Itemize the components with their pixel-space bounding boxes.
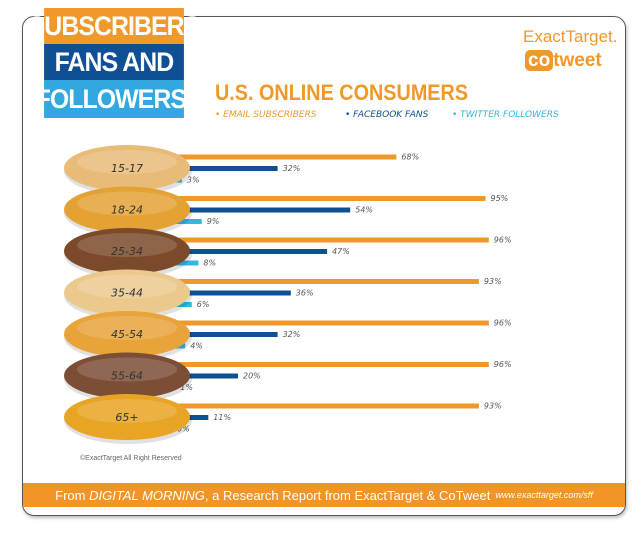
age-label: 25-34 [111,245,143,258]
value-label: 0% [177,425,190,434]
legend-twitter: • TWITTER FOLLOWERS [452,110,559,120]
bar-45-54-1 [172,332,278,337]
bar-65+-0 [172,403,479,409]
cotweet-co: co [525,50,554,71]
age-label: 35-44 [111,287,143,300]
bagel-highlight [77,357,177,382]
bar-45-54-0 [172,320,489,326]
value-label: 36% [296,289,314,298]
value-label: 93% [484,402,502,411]
bagel [64,145,190,191]
value-label: 96% [494,319,512,328]
value-label: 3% [187,176,200,185]
value-label: 93% [484,277,502,286]
value-label: 47% [332,247,350,256]
bar-65+-1 [172,415,209,420]
bagel [64,352,190,399]
bar-35-44-1 [172,290,291,296]
value-label: 1% [180,383,193,392]
chart-title: U.S. ONLINE CONSUMERS [215,80,469,105]
bagel [64,394,190,440]
value-label: 96% [494,360,512,369]
value-label: 11% [213,413,231,422]
cotweet-tweet: tweet [553,50,602,71]
bar-15-17-0 [172,154,397,160]
value-label: 6% [197,300,210,309]
bagel [64,186,190,233]
value-label: 8% [203,259,216,268]
legend-facebook: • FACEBOOK FANS [345,110,429,120]
bagel-highlight [77,316,177,340]
value-label: 32% [283,330,301,339]
bar-18-24-2 [172,219,202,224]
value-label: 95% [491,194,509,203]
age-label: 55-64 [111,370,143,383]
exacttarget-logo: ExactTarget. [523,27,618,46]
copyright: ©ExactTarget All Right Reserved [80,455,182,462]
legend-email: • EMAIL SUBSCRIBERS [215,110,317,120]
trademark: ™ [185,94,193,104]
bar-35-44-0 [172,279,479,284]
value-label: 4% [190,342,203,351]
bar-55-64-0 [172,362,489,367]
bagel [64,311,190,357]
footer-post: , a Research Report from ExactTarget & C… [204,487,491,503]
age-label: 65+ [115,411,138,424]
bar-15-17-1 [172,166,278,171]
title-badge-subscribers: SUBSCRIBERS [29,8,200,44]
bagel-highlight [77,274,177,299]
followers-text: FOLLOWERS [35,83,187,114]
title-badge-followers: FOLLOWERS ™ [36,80,193,118]
value-label: 68% [401,153,419,162]
value-label: 20% [243,372,261,381]
value-label: 9% [207,217,220,226]
bagel-highlight [77,233,177,257]
value-label: 32% [283,164,301,173]
footer-banner: From DIGITAL MORNING, a Research Report … [23,483,625,507]
bar-18-24-1 [172,207,351,213]
bar-25-34-2 [172,260,199,266]
footer-pre: From [55,487,86,503]
value-label: 54% [355,206,373,215]
infographic-card [22,16,626,516]
bar-18-24-0 [172,196,486,201]
legend-email-label: EMAIL SUBSCRIBERS [223,110,317,120]
bar-55-64-1 [172,373,238,379]
age-label: 45-54 [111,328,143,341]
bagel-highlight [77,399,177,423]
value-label: 96% [494,236,512,245]
bar-35-44-2 [172,302,192,307]
bagel-highlight [77,150,177,174]
bagel-highlight [77,191,177,216]
bagel [64,269,190,316]
age-label: 15-17 [111,162,143,175]
bar-25-34-1 [172,249,328,254]
legend-twitter-label: TWITTER FOLLOWERS [460,110,559,120]
bagel [64,228,190,274]
bar-25-34-0 [172,237,489,243]
age-label: 18-24 [111,204,143,217]
legend-facebook-label: FACEBOOK FANS [353,110,429,120]
footer-url: www.exacttarget.com/sff [495,490,593,500]
cotweet-logo: co tweet [525,50,602,72]
footer-report-name: DIGITAL MORNING [89,487,205,503]
title-badge-fans: FANS AND [44,44,184,80]
